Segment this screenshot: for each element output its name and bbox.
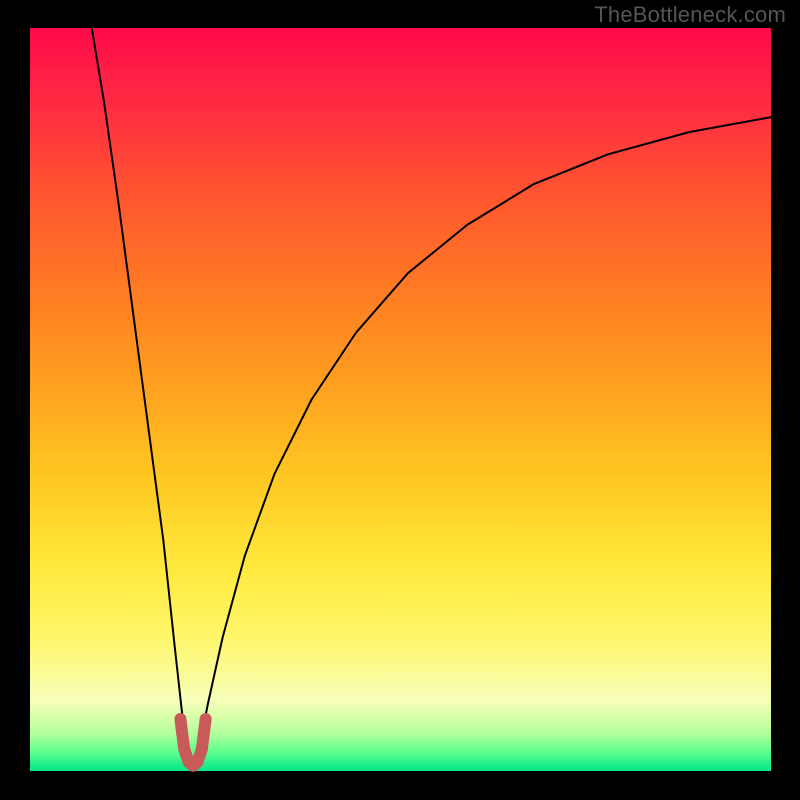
bottleneck-chart <box>0 0 800 800</box>
chart-stage: TheBottleneck.com <box>0 0 800 800</box>
